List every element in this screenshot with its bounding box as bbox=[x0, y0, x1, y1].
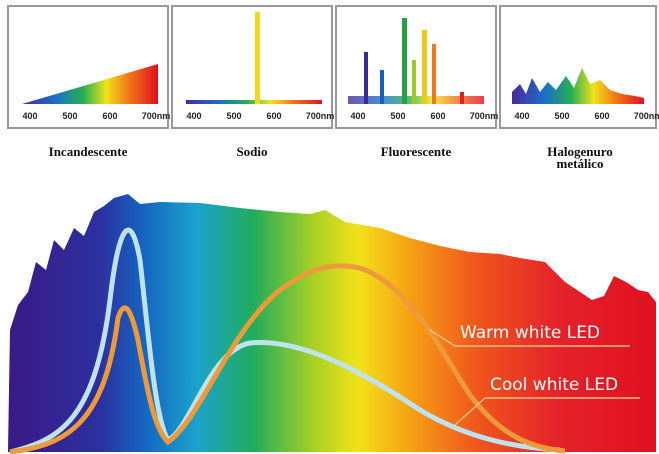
page: {"panels": [ {"label": ["Incandescente"]… bbox=[0, 0, 659, 454]
panel bbox=[8, 6, 168, 128]
x-tick-label: 500 bbox=[226, 111, 241, 121]
panel-label: Sodio bbox=[236, 144, 267, 159]
spectrum-peak bbox=[255, 12, 260, 104]
spectrum-peak bbox=[422, 30, 427, 104]
x-tick-label: 400 bbox=[514, 111, 529, 121]
curve-label: Cool white LED bbox=[490, 375, 618, 395]
panel-frame bbox=[8, 6, 168, 128]
illustration: Warm white LED Cool white LED 400 500 600 7… bbox=[0, 0, 659, 454]
x-tick-label: 600 bbox=[102, 111, 117, 121]
spectrum-peak bbox=[460, 92, 464, 104]
x-tick-label: 500 bbox=[554, 111, 569, 121]
panel-label: Fluorescente bbox=[381, 144, 452, 159]
x-tick-label: 700nm bbox=[634, 111, 659, 121]
panel bbox=[172, 6, 332, 128]
x-tick-label: 500 bbox=[390, 111, 405, 121]
x-tick-label: 600 bbox=[430, 111, 445, 121]
panel-frame bbox=[172, 6, 332, 128]
spectrum-peak bbox=[402, 18, 407, 104]
x-tick-label: 500 bbox=[62, 111, 77, 121]
spectrum-peak bbox=[432, 44, 436, 104]
curve-label: Warm white LED bbox=[460, 323, 600, 343]
panel-frame bbox=[500, 6, 656, 128]
panel bbox=[336, 6, 496, 128]
x-tick-label: 700nm bbox=[306, 111, 335, 121]
spectrum bbox=[186, 100, 322, 104]
x-tick-label: 700nm bbox=[470, 111, 499, 121]
panel bbox=[500, 6, 656, 128]
x-tick-label: 700nm bbox=[142, 111, 171, 121]
panel-label: Incandescente bbox=[49, 144, 128, 159]
x-tick-label: 400 bbox=[22, 111, 37, 121]
spectrum-peak bbox=[380, 70, 384, 104]
spectrum-peak bbox=[412, 60, 416, 104]
x-tick-label: 600 bbox=[594, 111, 609, 121]
x-tick-label: 600 bbox=[266, 111, 281, 121]
spectrum-peak bbox=[364, 52, 368, 104]
panel-label: metálico bbox=[557, 156, 604, 171]
x-tick-label: 400 bbox=[350, 111, 365, 121]
x-tick-label: 400 bbox=[186, 111, 201, 121]
